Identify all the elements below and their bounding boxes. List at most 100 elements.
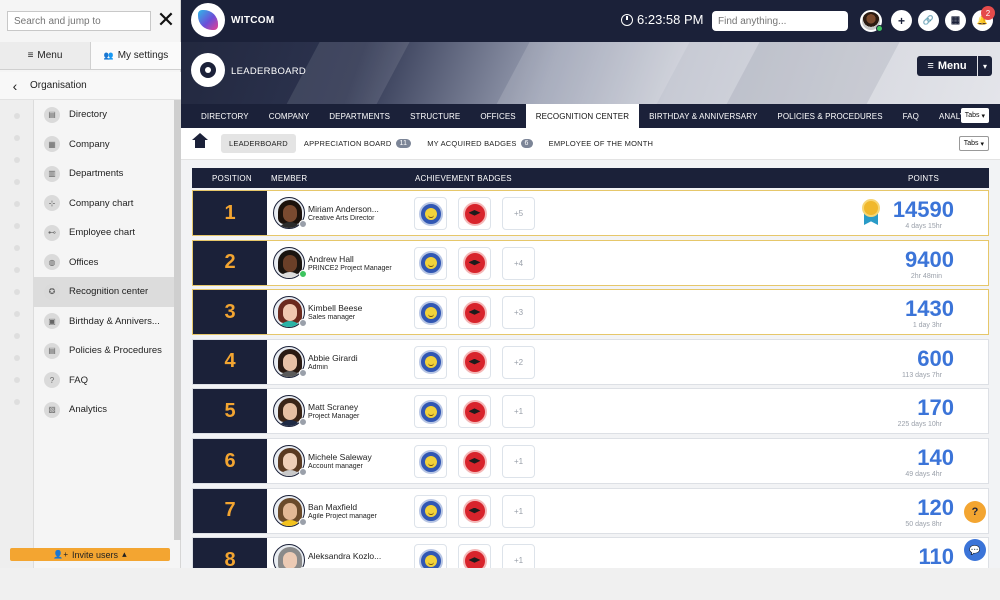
main-tab[interactable]: COMPANY: [268, 111, 310, 121]
more-badges-count[interactable]: +1: [502, 544, 535, 568]
more-badges-count[interactable]: +4: [502, 246, 535, 280]
leaderboard-row[interactable]: 2 Andrew Hall PRINCE2 Project Manager +4 940…: [192, 239, 989, 286]
achievement-badge[interactable]: [414, 395, 447, 429]
page-menu-button[interactable]: ≡ Menu: [917, 56, 977, 76]
achievement-badge[interactable]: [458, 246, 491, 280]
help-button[interactable]: ?: [964, 501, 986, 523]
sidebar-item[interactable]: ▧ Analytics: [34, 395, 174, 425]
member-name[interactable]: Michele Saleway: [308, 452, 372, 462]
more-badges-count[interactable]: +3: [502, 296, 535, 330]
more-badges-count[interactable]: +5: [502, 197, 535, 230]
graduation-cap-icon: [468, 309, 481, 315]
graduation-badge-icon: [462, 499, 487, 524]
member-avatar[interactable]: [273, 544, 305, 568]
sidebar-scrollbar[interactable]: [174, 100, 181, 540]
main-tab[interactable]: FAQ: [902, 111, 919, 121]
leaderboard-row[interactable]: 7 Ban Maxfield Agile Project manager +1 120 5…: [192, 487, 989, 534]
member-avatar[interactable]: [273, 445, 305, 477]
graduation-badge-icon: [462, 399, 487, 424]
tabs-dropdown-button[interactable]: Tabs ▾: [960, 108, 989, 123]
more-badges-count[interactable]: +1: [502, 395, 535, 429]
global-search-input[interactable]: [712, 15, 848, 27]
sidebar-item-label: FAQ: [69, 374, 89, 386]
main-tab[interactable]: BIRTHDAY & ANNIVERSARY: [649, 111, 758, 121]
sidebar-item[interactable]: ✪ Recognition center: [34, 277, 174, 307]
achievement-badge[interactable]: [458, 296, 491, 330]
main-tab[interactable]: STRUCTURE: [410, 111, 461, 121]
chat-button[interactable]: 💬: [964, 539, 986, 561]
sidebar-item-icon: ▥: [44, 165, 60, 182]
sidebar-item[interactable]: ▥ Departments: [34, 159, 174, 189]
sidebar-item[interactable]: ? FAQ: [34, 366, 174, 396]
main-tab[interactable]: RECOGNITION CENTER: [525, 104, 640, 128]
achievement-badge[interactable]: [458, 197, 491, 230]
leaderboard-row[interactable]: 3 Kimbell Beese Sales manager +3 1430 1 day 3…: [192, 289, 989, 336]
sub-tab[interactable]: MY ACQUIRED BADGES 6: [419, 134, 540, 153]
achievement-badge[interactable]: [458, 345, 491, 379]
member-role: Creative Arts Director: [308, 215, 375, 222]
achievement-badge[interactable]: [414, 246, 447, 280]
main-tab[interactable]: OFFICES: [480, 111, 516, 121]
sidebar-search-input[interactable]: [7, 11, 151, 31]
tab-menu[interactable]: ≡ Menu: [0, 42, 91, 69]
sidebar-item[interactable]: ▤ Policies & Procedures: [34, 336, 174, 366]
leaderboard-row[interactable]: 6 Michele Saleway Account manager +1 140 49 d…: [192, 438, 989, 484]
sidebar-back-organisation[interactable]: ‹ Organisation: [0, 72, 181, 100]
sidebar-item[interactable]: ▤ Directory: [34, 100, 174, 130]
member-name[interactable]: Miriam Anderson...: [308, 204, 379, 214]
sub-tab[interactable]: LEADERBOARD: [221, 134, 296, 153]
member-name[interactable]: Abbie Girardi: [308, 352, 358, 363]
subtabs-dropdown-button[interactable]: Tabs ▾: [958, 136, 989, 151]
main-tab[interactable]: POLICIES & PROCEDURES: [777, 111, 883, 121]
achievement-badge[interactable]: [414, 494, 447, 528]
plus-icon[interactable]: +: [891, 10, 912, 31]
achievement-badge[interactable]: [458, 445, 491, 478]
achievement-badge[interactable]: [414, 544, 447, 568]
member-avatar[interactable]: [273, 296, 305, 329]
member-name[interactable]: Aleksandra Kozlo...: [308, 551, 382, 562]
smiley-badge-icon: [418, 548, 443, 568]
leaderboard-row[interactable]: 1 Miriam Anderson... Creative Arts Directo…: [192, 190, 989, 236]
sidebar-item[interactable]: ◍ Offices: [34, 248, 174, 278]
sub-tab[interactable]: APPRECIATION BOARD 11: [296, 134, 419, 153]
leaderboard-row[interactable]: 8 Aleksandra Kozlo... +1 110: [192, 537, 989, 568]
sidebar-item[interactable]: ⊷ Employee chart: [34, 218, 174, 248]
tab-menu-label: Menu: [37, 50, 63, 61]
sidebar-item[interactable]: ▦ Company: [34, 130, 174, 160]
achievement-badge[interactable]: [414, 345, 447, 379]
chevron-down-icon[interactable]: ▾: [978, 56, 992, 76]
rank-position: 5: [193, 389, 267, 434]
more-badges-count[interactable]: +1: [502, 445, 535, 478]
achievement-badge[interactable]: [414, 197, 447, 230]
main-tab[interactable]: DIRECTORY: [201, 111, 249, 121]
achievement-badge[interactable]: [414, 445, 447, 478]
close-icon[interactable]: ✕: [156, 7, 176, 32]
user-avatar[interactable]: [860, 10, 883, 32]
achievement-badge[interactable]: [458, 395, 491, 429]
bird-logo-icon: [198, 10, 218, 30]
leaderboard-row[interactable]: 5 Matt Scraney Project Manager +1 170 225 day…: [192, 388, 989, 435]
sidebar-item[interactable]: ⊹ Company chart: [34, 189, 174, 219]
clock-icon: [621, 13, 633, 26]
member-name[interactable]: Matt Scraney: [308, 402, 359, 413]
home-icon[interactable]: [192, 132, 208, 150]
member-name[interactable]: Kimbell Beese: [308, 303, 363, 314]
sidebar-item[interactable]: ▣ Birthday & Annivers...: [34, 307, 174, 337]
achievement-badge[interactable]: [414, 296, 447, 330]
tab-my-settings[interactable]: 👥 My settings: [91, 42, 181, 69]
more-badges-count[interactable]: +1: [502, 494, 535, 528]
achievement-badge[interactable]: [458, 544, 491, 568]
sub-tab[interactable]: EMPLOYEE OF THE MONTH: [541, 134, 662, 153]
leaderboard-row[interactable]: 4 Abbie Girardi Admin +2 600 113 days 7hr: [192, 338, 989, 385]
sidebar-item-icon: ▣: [44, 313, 60, 330]
company-logo[interactable]: [191, 3, 225, 37]
more-badges-count[interactable]: +2: [502, 345, 535, 379]
calendar-icon[interactable]: ▦: [945, 10, 966, 31]
add-user-icon: 👤+: [53, 550, 69, 559]
member-name[interactable]: Andrew Hall: [308, 253, 354, 264]
link-icon[interactable]: 🔗: [918, 10, 939, 31]
main-tab[interactable]: DEPARTMENTS: [329, 111, 391, 121]
member-name[interactable]: Ban Maxfield: [308, 501, 358, 512]
invite-users-button[interactable]: 👤+ Invite users ▴: [10, 548, 170, 561]
achievement-badge[interactable]: [458, 494, 491, 528]
